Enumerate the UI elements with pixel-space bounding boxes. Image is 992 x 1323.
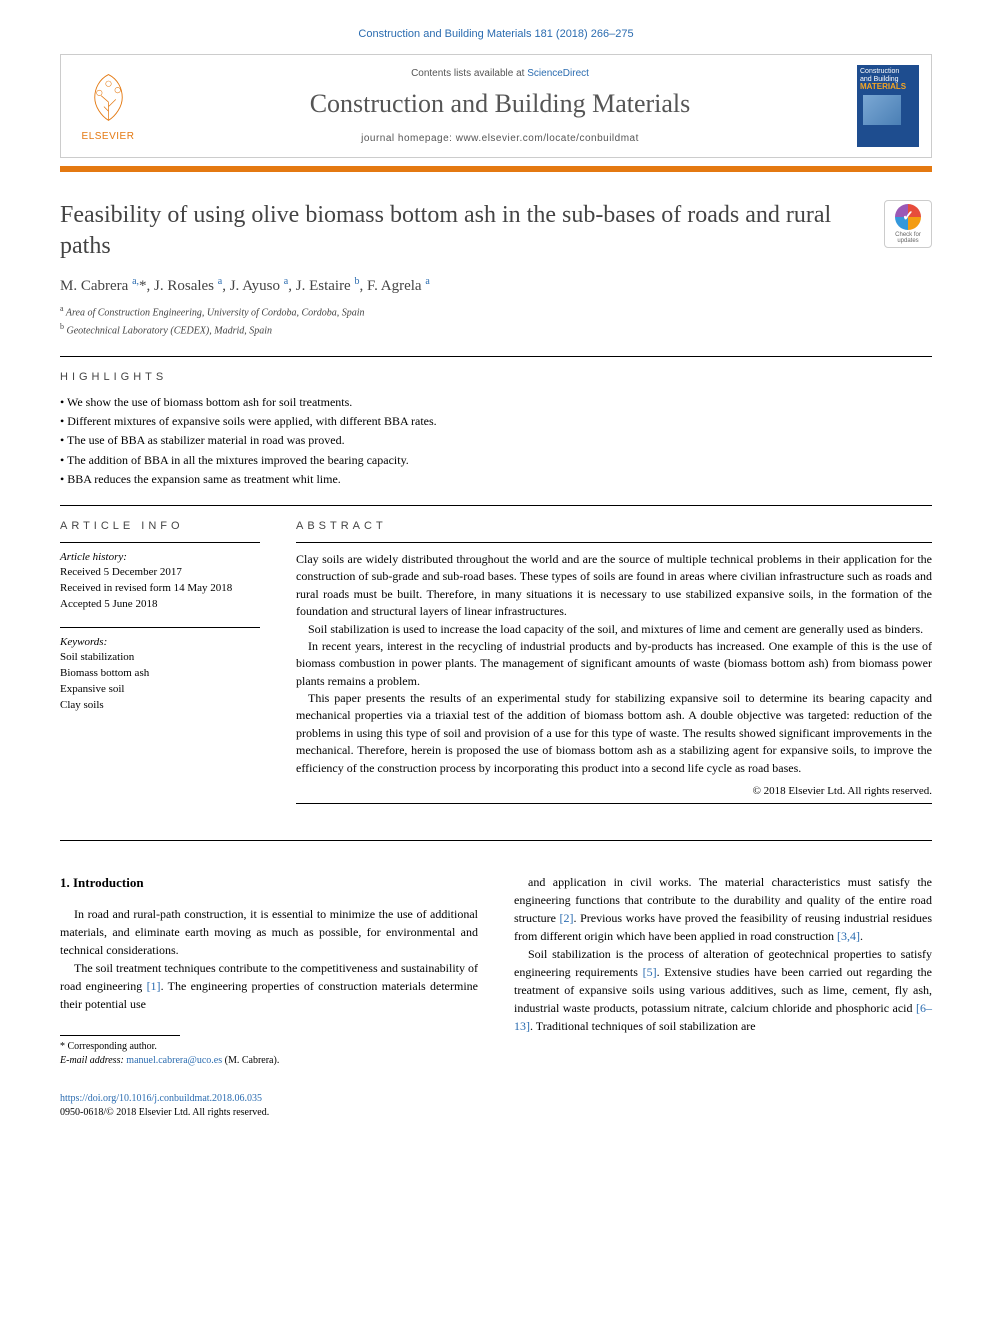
corr-email-link[interactable]: manuel.cabrera@uco.es [126, 1055, 222, 1066]
highlight-item: BBA reduces the expansion same as treatm… [60, 470, 932, 489]
highlight-item: The addition of BBA in all the mixtures … [60, 451, 932, 470]
section-heading: 1. Introduction [60, 873, 478, 893]
footnote-rule [60, 1035, 180, 1036]
body-column-right: and application in civil works. The mate… [514, 873, 932, 1120]
body-paragraph: The soil treatment techniques contribute… [60, 959, 478, 1013]
citation-link[interactable]: [3,4] [837, 929, 860, 943]
divider [60, 627, 260, 628]
crossmark-badge[interactable]: Check forupdates [884, 200, 932, 248]
article-info-label: article info [60, 520, 260, 532]
abstract-paragraph: Soil stabilization is used to increase t… [296, 621, 932, 638]
authors-line: M. Cabrera a,*, J. Rosales a, J. Ayuso a… [60, 276, 932, 295]
highlight-item: Different mixtures of expansive soils we… [60, 412, 932, 431]
history-block: Received 5 December 2017Received in revi… [60, 565, 260, 613]
keywords-head: Keywords: [60, 636, 260, 648]
doi-link[interactable]: https://doi.org/10.1016/j.conbuildmat.20… [60, 1093, 262, 1104]
divider [296, 542, 932, 543]
cover-image-placeholder [863, 95, 901, 125]
accent-bar [60, 166, 932, 172]
cover-line3: MATERIALS [860, 82, 906, 91]
homepage-prefix: journal homepage: [361, 133, 456, 144]
citation-link[interactable]: [5] [643, 965, 657, 979]
sciencedirect-link[interactable]: ScienceDirect [527, 68, 589, 79]
abstract-label: abstract [296, 520, 932, 532]
crossmark-label: Check forupdates [895, 232, 921, 244]
corresponding-author-footnote: * Corresponding author. E-mail address: … [60, 1040, 478, 1068]
contents-available-line: Contents lists available at ScienceDirec… [143, 68, 857, 79]
corr-line: * Corresponding author. [60, 1040, 478, 1054]
abstract-text: Clay soils are widely distributed throug… [296, 551, 932, 777]
citation-link[interactable]: [2] [560, 911, 574, 925]
cover-line1: Construction [860, 68, 899, 75]
homepage-line: journal homepage: www.elsevier.com/locat… [143, 133, 857, 144]
journal-cover-thumbnail: Construction and Building MATERIALS [857, 65, 919, 147]
divider [60, 840, 932, 841]
body-paragraph: In road and rural-path construction, it … [60, 905, 478, 959]
citation-line: Construction and Building Materials 181 … [60, 28, 932, 40]
abstract-paragraph: This paper presents the results of an ex… [296, 690, 932, 777]
divider [60, 542, 260, 543]
body-paragraph: and application in civil works. The mate… [514, 873, 932, 945]
elsevier-tree-icon [81, 70, 136, 125]
crossmark-icon [895, 204, 921, 230]
affiliations-block: a Area of Construction Engineering, Univ… [60, 303, 932, 338]
body-column-left: 1. Introduction In road and rural-path c… [60, 873, 478, 1120]
article-info-column: article info Article history: Received 5… [60, 506, 260, 812]
journal-name: Construction and Building Materials [143, 89, 857, 119]
divider [60, 356, 932, 357]
abstract-copyright: © 2018 Elsevier Ltd. All rights reserved… [296, 785, 932, 797]
history-head: Article history: [60, 551, 260, 563]
body-paragraph: Soil stabilization is the process of alt… [514, 945, 932, 1035]
highlight-item: We show the use of biomass bottom ash fo… [60, 393, 932, 412]
article-title: Feasibility of using olive biomass botto… [60, 200, 864, 262]
highlight-item: The use of BBA as stabilizer material in… [60, 431, 932, 450]
elsevier-logo: ELSEVIER [73, 70, 143, 142]
keywords-block: Soil stabilizationBiomass bottom ashExpa… [60, 650, 260, 714]
highlights-list: We show the use of biomass bottom ash fo… [60, 393, 932, 489]
abstract-paragraph: In recent years, interest in the recycli… [296, 638, 932, 690]
journal-header: ELSEVIER Contents lists available at Sci… [60, 54, 932, 158]
issn-copyright-line: 0950-0618/© 2018 Elsevier Ltd. All right… [60, 1107, 269, 1118]
abstract-paragraph: Clay soils are widely distributed throug… [296, 551, 932, 621]
homepage-url[interactable]: www.elsevier.com/locate/conbuildmat [456, 133, 639, 144]
highlights-label: highlights [60, 371, 932, 383]
email-label: E-mail address: [60, 1055, 126, 1066]
citation-link[interactable]: [6–13] [514, 1001, 932, 1033]
doi-block: https://doi.org/10.1016/j.conbuildmat.20… [60, 1092, 478, 1120]
abstract-column: abstract Clay soils are widely distribut… [296, 506, 932, 812]
corr-email-author: (M. Cabrera). [222, 1055, 279, 1066]
elsevier-wordmark: ELSEVIER [73, 131, 143, 142]
contents-prefix: Contents lists available at [411, 68, 527, 79]
divider [296, 803, 932, 804]
citation-link[interactable]: [1] [147, 979, 161, 993]
